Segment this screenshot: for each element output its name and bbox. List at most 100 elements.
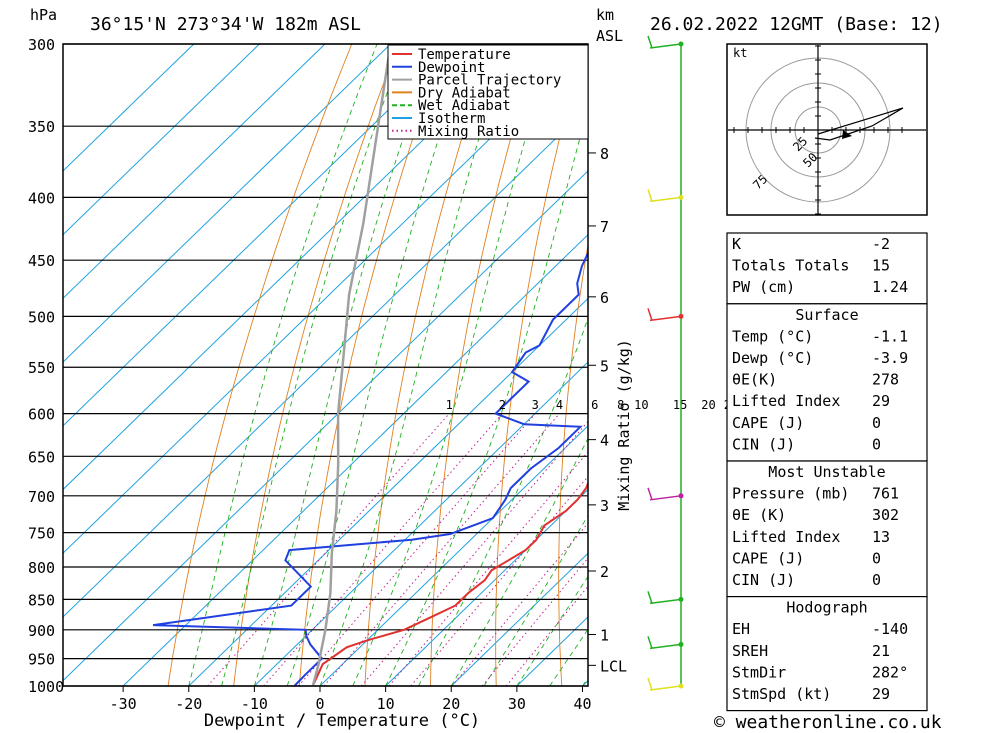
height-tick-label: 6 [600, 289, 609, 307]
pressure-tick-label: 350 [28, 118, 55, 136]
height-tick-label: 4 [600, 432, 609, 450]
wind-barb-flag [647, 591, 653, 604]
indices-value: 0 [872, 549, 881, 567]
dry-adiabat-line [167, 44, 353, 686]
indices-value: 0 [872, 571, 881, 589]
legend-label: Dry Adiabat [418, 85, 511, 101]
indices-label: Lifted Index [732, 528, 840, 546]
height-unit-km: km [596, 6, 614, 24]
mixing-ratio-label: 15 [673, 398, 687, 412]
wet-adiabat-line [188, 44, 378, 686]
height-tick-label: 2 [600, 563, 609, 581]
pressure-tick-label: 650 [28, 448, 55, 466]
legend-box [387, 44, 589, 140]
height-unit-asl: ASL [596, 27, 623, 45]
pressure-tick-label: 300 [28, 36, 55, 54]
pressure-tick-label: 750 [28, 525, 55, 543]
height-tick-label: 3 [600, 497, 609, 515]
x-tick-label: 0 [315, 695, 324, 713]
legend-label: Temperature [418, 47, 511, 63]
hodograph-unit: kt [733, 46, 747, 60]
indices-label: Lifted Index [732, 392, 840, 410]
x-tick-label: 20 [442, 695, 460, 713]
height-axis: 8 7 6 5 4 3 2 1 LCL [588, 145, 627, 675]
mixing-ratio-label: 4 [556, 398, 563, 412]
indices-section [726, 232, 928, 305]
indices-section-title: Most Unstable [768, 463, 885, 481]
legend-label: Isotherm [418, 111, 485, 127]
isotherm-line [63, 44, 260, 236]
mixing-ratio-label: 2 [499, 398, 506, 412]
hodograph-trace [814, 107, 904, 141]
wind-barb-shaft [649, 643, 682, 650]
dry-adiabat-line [679, 44, 724, 686]
wet-adiabat-line [253, 44, 437, 686]
isotherm-line [122, 233, 588, 686]
height-tick-label: 8 [600, 145, 609, 163]
isotherm-line [254, 361, 588, 686]
mixing-ratio-label: 10 [634, 398, 648, 412]
height-tick-label: LCL [600, 657, 627, 675]
legend-label: Parcel Trajectory [418, 73, 561, 89]
x-tick-label: -10 [241, 695, 268, 713]
dry-adiabat-line [233, 44, 399, 686]
isotherm-line [63, 44, 195, 172]
indices-label: Totals Totals [732, 257, 849, 275]
indices-label: StmDir [732, 663, 786, 681]
series-dewpoint [152, 250, 588, 686]
pressure-tick-label: 850 [28, 591, 55, 609]
indices-value: 302 [872, 506, 899, 524]
pressure-tick-label: 950 [28, 651, 55, 669]
series-parcel-trajectory [311, 44, 392, 686]
indices-value: -3.9 [872, 349, 908, 367]
indices-value: -1.1 [872, 327, 908, 345]
indices-value: -2 [872, 235, 890, 253]
isotherm-line [319, 425, 588, 686]
mixing-ratio-line [361, 420, 588, 686]
datetime-label: 26.02.2022 12GMT (Base: 12) [650, 14, 943, 35]
legend-label: Dewpoint [418, 60, 485, 76]
mixing-ratio-label: 6 [591, 398, 598, 412]
pressure-tick-label: 600 [28, 406, 55, 424]
pressure-tick-label: 1000 [28, 678, 64, 696]
indices-label: K [732, 235, 741, 253]
legend-label: Mixing Ratio [418, 124, 519, 140]
indices-section [726, 460, 928, 598]
mixing-ratio-line [388, 451, 588, 686]
dry-adiabat-line [950, 44, 1000, 686]
mixing-ratio-label: 8 [617, 398, 624, 412]
indices-value: 282° [872, 663, 908, 681]
indices-table: K -2 Totals Totals 15 PW (cm) 1.24 Surface Temp… [726, 232, 928, 712]
temperature-axis: -30 -20 -10 0 10 20 30 40 [110, 686, 592, 713]
mixing-ratio-label: 3 [532, 398, 539, 412]
indices-label: PW (cm) [732, 278, 795, 296]
height-tick-label: 5 [600, 357, 609, 375]
indices-label: θE(K) [732, 371, 777, 389]
isotherm-line [63, 170, 588, 682]
x-tick-label: 40 [573, 695, 591, 713]
pressure-tick-label: 450 [28, 252, 55, 270]
wind-barb-flag [647, 189, 653, 202]
pressure-tick-label: 550 [28, 359, 55, 377]
isotherm-line [385, 488, 588, 686]
x-tick-label: -30 [110, 695, 137, 713]
x-tick-label: 10 [377, 695, 395, 713]
wind-barb-flag [647, 308, 653, 321]
height-tick-label: 1 [600, 627, 609, 645]
indices-section-title: Surface [795, 306, 858, 324]
isotherm-line [63, 44, 457, 427]
wind-barb-shaft [649, 196, 682, 203]
isotherm-line [63, 44, 326, 300]
indices-label: Temp (°C) [732, 327, 813, 345]
isotherm-line [188, 297, 588, 686]
wet-adiabat-line [450, 437, 588, 686]
indices-value: 15 [872, 257, 890, 275]
indices-value: 278 [872, 371, 899, 389]
indices-label: EH [732, 620, 750, 638]
isotherm-line [63, 44, 391, 363]
pressure-axis: 300 350 400 450 500 550 600 650 700 750 800 850 900 9… [28, 36, 64, 696]
indices-label: SREH [732, 642, 768, 660]
wind-barb-flag [647, 487, 653, 501]
storm-motion-marker [842, 130, 852, 139]
